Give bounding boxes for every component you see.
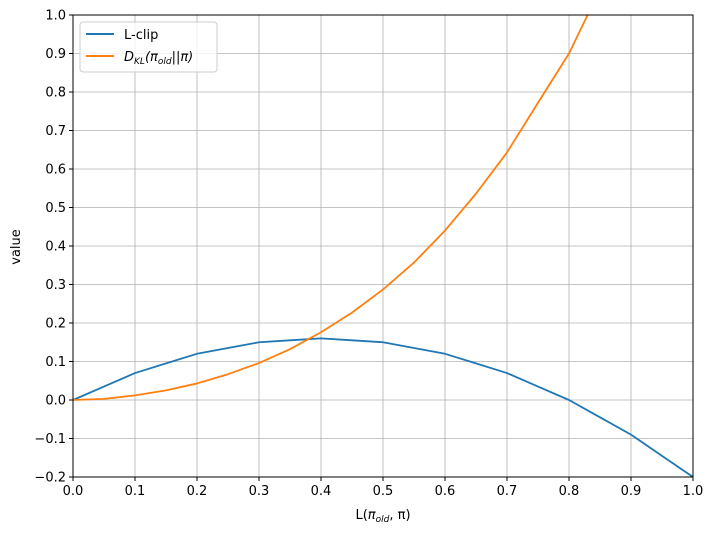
y-tick-label: 0.8 [45,86,66,101]
y-tick-label: 0.2 [45,317,66,332]
y-tick-label: 0.6 [45,163,66,178]
x-tick-label: 0.9 [621,484,642,499]
x-tick-label: 0.8 [559,484,580,499]
axis-ticks: 0.0 0.1 0.2 0.3 0.4 0.5 0.6 0.7 0.8 0.9 1.0 −0.2 −0.… [34,9,703,500]
legend: L-clip DKL(πold||π) [79,21,218,73]
y-tick-label: 0.4 [45,240,66,255]
legend-label-dkl: DKL(πold||π) [124,50,193,67]
y-tick-label: 0.5 [45,201,66,216]
legend-box [79,21,218,73]
x-axis-label-pi: π [368,508,376,523]
x-tick-label: 0.5 [373,484,394,499]
legend-label-l-clip: L-clip [124,28,158,43]
x-tick-label: 0.6 [435,484,456,499]
y-axis-label: value [9,229,24,265]
x-axis-label: L(πold, π) [355,508,410,525]
series-lines [72,14,694,478]
x-tick-label: 0.1 [125,484,146,499]
series-l-clip-line [72,337,694,478]
y-tick-label: −0.2 [34,471,66,486]
y-tick-label: 0.0 [45,394,66,409]
x-tick-label: 0.7 [497,484,518,499]
x-tick-label: 0.2 [187,484,208,499]
x-tick-label: 0.0 [63,484,84,499]
y-tick-label: −0.1 [34,432,66,447]
y-tick-label: 0.7 [45,124,66,139]
x-tick-label: 0.4 [311,484,332,499]
series-dkl-line [72,14,589,401]
x-axis-label-sub: old [376,515,390,525]
y-tick-label: 0.9 [45,47,66,62]
y-tick-label: 1.0 [45,9,66,24]
x-axis-label-main: L( [355,508,367,523]
y-tick-label: 0.1 [45,355,66,370]
x-tick-label: 0.3 [249,484,270,499]
x-axis-label-rest: , π) [389,508,410,523]
y-tick-label: 0.3 [45,278,66,293]
x-tick-label: 1.0 [683,484,704,499]
